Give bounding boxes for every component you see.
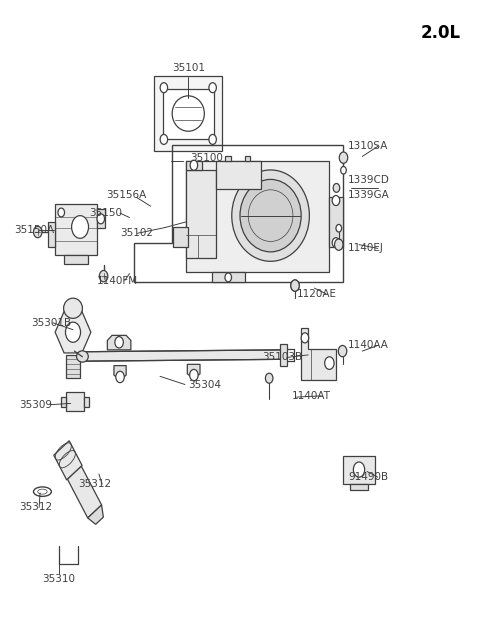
Ellipse shape: [63, 298, 83, 318]
Text: 35150: 35150: [89, 208, 122, 218]
Polygon shape: [343, 456, 375, 484]
Text: 1339GA: 1339GA: [348, 190, 390, 201]
Text: 35103B: 35103B: [263, 352, 303, 363]
Circle shape: [301, 333, 309, 343]
Circle shape: [333, 183, 340, 192]
Text: 35309: 35309: [19, 400, 52, 410]
Ellipse shape: [76, 351, 88, 362]
Polygon shape: [48, 222, 55, 247]
Circle shape: [225, 273, 231, 282]
Polygon shape: [216, 161, 261, 189]
Circle shape: [97, 213, 105, 224]
Circle shape: [353, 462, 365, 477]
Text: 35156A: 35156A: [106, 190, 146, 201]
Polygon shape: [66, 355, 80, 377]
Polygon shape: [108, 336, 131, 350]
Polygon shape: [63, 255, 88, 264]
Text: 1140EJ: 1140EJ: [348, 244, 384, 253]
Text: 1140FM: 1140FM: [96, 276, 138, 285]
Polygon shape: [66, 392, 84, 411]
Polygon shape: [96, 210, 105, 228]
Circle shape: [160, 83, 168, 93]
Ellipse shape: [116, 371, 124, 383]
Circle shape: [160, 134, 168, 145]
Polygon shape: [329, 197, 343, 247]
Circle shape: [335, 239, 343, 250]
Polygon shape: [163, 89, 214, 138]
Text: 35312: 35312: [78, 479, 111, 489]
Text: 35304: 35304: [188, 379, 221, 390]
Polygon shape: [114, 366, 126, 380]
Text: 1140AA: 1140AA: [348, 340, 389, 350]
Text: 1140AT: 1140AT: [292, 391, 331, 401]
Text: 1339CD: 1339CD: [348, 175, 390, 185]
Polygon shape: [301, 328, 336, 380]
Polygon shape: [212, 273, 245, 282]
Circle shape: [115, 337, 123, 348]
Text: 35310: 35310: [42, 574, 75, 584]
Polygon shape: [245, 156, 251, 161]
Circle shape: [291, 280, 299, 291]
Polygon shape: [68, 466, 102, 518]
Circle shape: [332, 195, 340, 206]
Polygon shape: [186, 161, 203, 170]
Polygon shape: [54, 440, 82, 480]
Circle shape: [72, 215, 88, 239]
Polygon shape: [55, 311, 91, 353]
Circle shape: [209, 134, 216, 145]
Circle shape: [338, 345, 347, 357]
Text: 35312: 35312: [19, 502, 52, 512]
Text: 35150A: 35150A: [14, 225, 54, 235]
Circle shape: [209, 83, 216, 93]
Circle shape: [291, 280, 299, 291]
Ellipse shape: [240, 179, 301, 252]
Polygon shape: [280, 343, 287, 366]
Ellipse shape: [190, 369, 198, 381]
Circle shape: [336, 224, 342, 232]
Text: 35100: 35100: [191, 152, 224, 163]
Text: 35102: 35102: [120, 228, 153, 239]
Polygon shape: [349, 484, 369, 491]
Polygon shape: [84, 397, 88, 406]
Circle shape: [339, 152, 348, 163]
Polygon shape: [155, 77, 222, 150]
Polygon shape: [55, 204, 96, 255]
Polygon shape: [88, 505, 103, 524]
Circle shape: [190, 160, 198, 170]
Text: 1310SA: 1310SA: [348, 141, 389, 151]
Text: 35101: 35101: [172, 62, 205, 73]
Polygon shape: [186, 170, 216, 258]
Polygon shape: [225, 156, 230, 161]
Text: 91490B: 91490B: [348, 472, 388, 482]
Ellipse shape: [172, 96, 204, 131]
Circle shape: [34, 226, 42, 238]
Circle shape: [65, 322, 81, 342]
Circle shape: [265, 373, 273, 383]
Text: 1120AE: 1120AE: [297, 289, 336, 299]
Polygon shape: [83, 350, 282, 361]
Circle shape: [324, 357, 334, 369]
Polygon shape: [61, 397, 66, 406]
Ellipse shape: [232, 170, 310, 261]
Text: 35301B: 35301B: [31, 318, 71, 328]
Circle shape: [341, 167, 346, 174]
Polygon shape: [173, 227, 188, 247]
Circle shape: [99, 271, 108, 282]
Circle shape: [332, 238, 340, 248]
Polygon shape: [187, 365, 200, 379]
Polygon shape: [186, 161, 329, 273]
Text: 2.0L: 2.0L: [421, 24, 461, 42]
Circle shape: [58, 208, 64, 217]
